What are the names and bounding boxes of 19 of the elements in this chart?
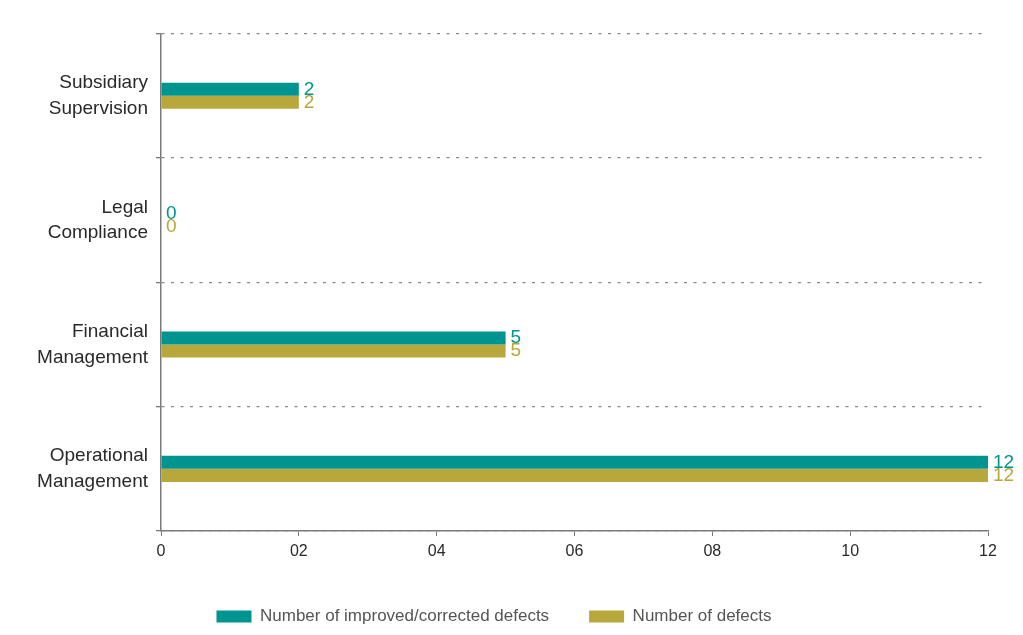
legend-label: Number of defects [632,606,772,626]
bar [161,468,988,482]
x-tick-label: 02 [289,542,308,560]
y-tick-label: Financial Management [37,319,149,367]
x-tick-label: 12 [979,542,997,560]
legend-label: Number of improved/corrected defects [259,606,550,626]
bar [161,331,506,345]
y-tick-label: Operational Management [37,444,149,491]
bar [161,82,299,96]
y-tick-label: Legal Compliance [47,195,148,243]
bar [161,95,299,109]
bar [161,455,988,469]
x-tick-label: 06 [565,542,584,560]
x-tick-label: 0 [156,542,166,560]
x-tick-label: 04 [427,542,446,560]
x-tick-label: 08 [703,542,722,560]
bar [161,344,506,358]
x-tick-label: 10 [841,542,860,560]
y-tick-label: Subsidiary Supervision [48,71,149,118]
